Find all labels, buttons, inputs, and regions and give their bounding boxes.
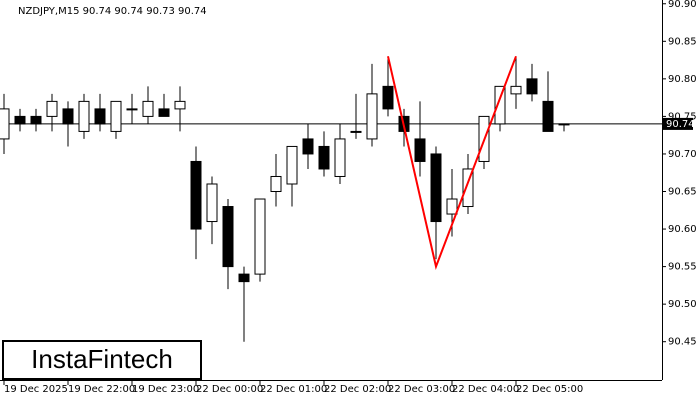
logo: InstaFintech — [31, 344, 173, 374]
candle-body — [446, 198, 458, 215]
candle-body — [286, 145, 298, 185]
candle-body — [30, 115, 42, 125]
y-tick-label: 90.45 — [668, 337, 697, 348]
x-tick-label: 19 Dec 22:00 — [68, 384, 135, 395]
candle-body — [366, 93, 378, 140]
y-tick-label: 90.50 — [668, 299, 697, 310]
y-tick-label: 90.75 — [668, 111, 697, 122]
x-tick-label: 22 Dec 02:00 — [324, 384, 391, 395]
candle-body — [190, 160, 202, 230]
candle-body — [510, 85, 522, 95]
pattern-line — [387, 55, 517, 271]
y-tick-label: 90.60 — [668, 224, 697, 235]
candle-body — [0, 108, 10, 140]
candle-body — [462, 168, 474, 208]
candle-body — [318, 145, 330, 170]
y-tick-label: 90.70 — [668, 149, 697, 160]
candle-body — [126, 108, 138, 111]
candle-body — [110, 100, 122, 132]
x-tick-label: 19 Dec 23:00 — [132, 384, 199, 395]
candle-body — [382, 85, 394, 110]
candle-body — [142, 100, 154, 117]
candle-body — [430, 153, 442, 223]
logo-box — [2, 340, 202, 380]
candle-body — [254, 198, 266, 275]
y-tick-label: 90.65 — [668, 187, 697, 198]
candle-body — [158, 108, 170, 117]
last-price-box — [663, 117, 693, 130]
candle-body — [526, 78, 538, 95]
candle-body — [414, 138, 426, 162]
candle-body — [78, 100, 90, 132]
candle-body — [302, 138, 314, 155]
y-tick-label: 90.80 — [668, 74, 697, 85]
candle-body — [334, 138, 346, 177]
x-tick-label: 22 Dec 01:00 — [260, 384, 327, 395]
candle-body — [350, 130, 362, 133]
candle-body — [62, 108, 74, 125]
candle-body — [270, 175, 282, 193]
candle-body — [222, 206, 234, 268]
x-tick-label: 19 Dec 2025 — [4, 384, 68, 395]
chart-title: NZDJPY,M15 90.74 90.74 90.73 90.74 — [18, 6, 207, 17]
candle-body — [558, 123, 570, 126]
last-price-label: 90.74 — [666, 119, 695, 130]
candle-body — [94, 108, 106, 125]
x-tick-label: 22 Dec 05:00 — [516, 384, 583, 395]
candle-body — [238, 273, 250, 283]
candle-body — [494, 85, 506, 125]
x-tick-label: 22 Dec 03:00 — [388, 384, 455, 395]
y-tick-label: 90.55 — [668, 262, 697, 273]
candle-body — [46, 100, 58, 117]
x-tick-label: 22 Dec 04:00 — [452, 384, 519, 395]
candle-body — [174, 100, 186, 110]
x-tick-label: 22 Dec 00:00 — [196, 384, 263, 395]
y-tick-label: 90.85 — [668, 36, 697, 47]
y-tick-label: 90.90 — [668, 0, 697, 10]
candle-body — [14, 115, 26, 125]
candle-body — [206, 183, 218, 223]
candle-body — [542, 100, 554, 132]
